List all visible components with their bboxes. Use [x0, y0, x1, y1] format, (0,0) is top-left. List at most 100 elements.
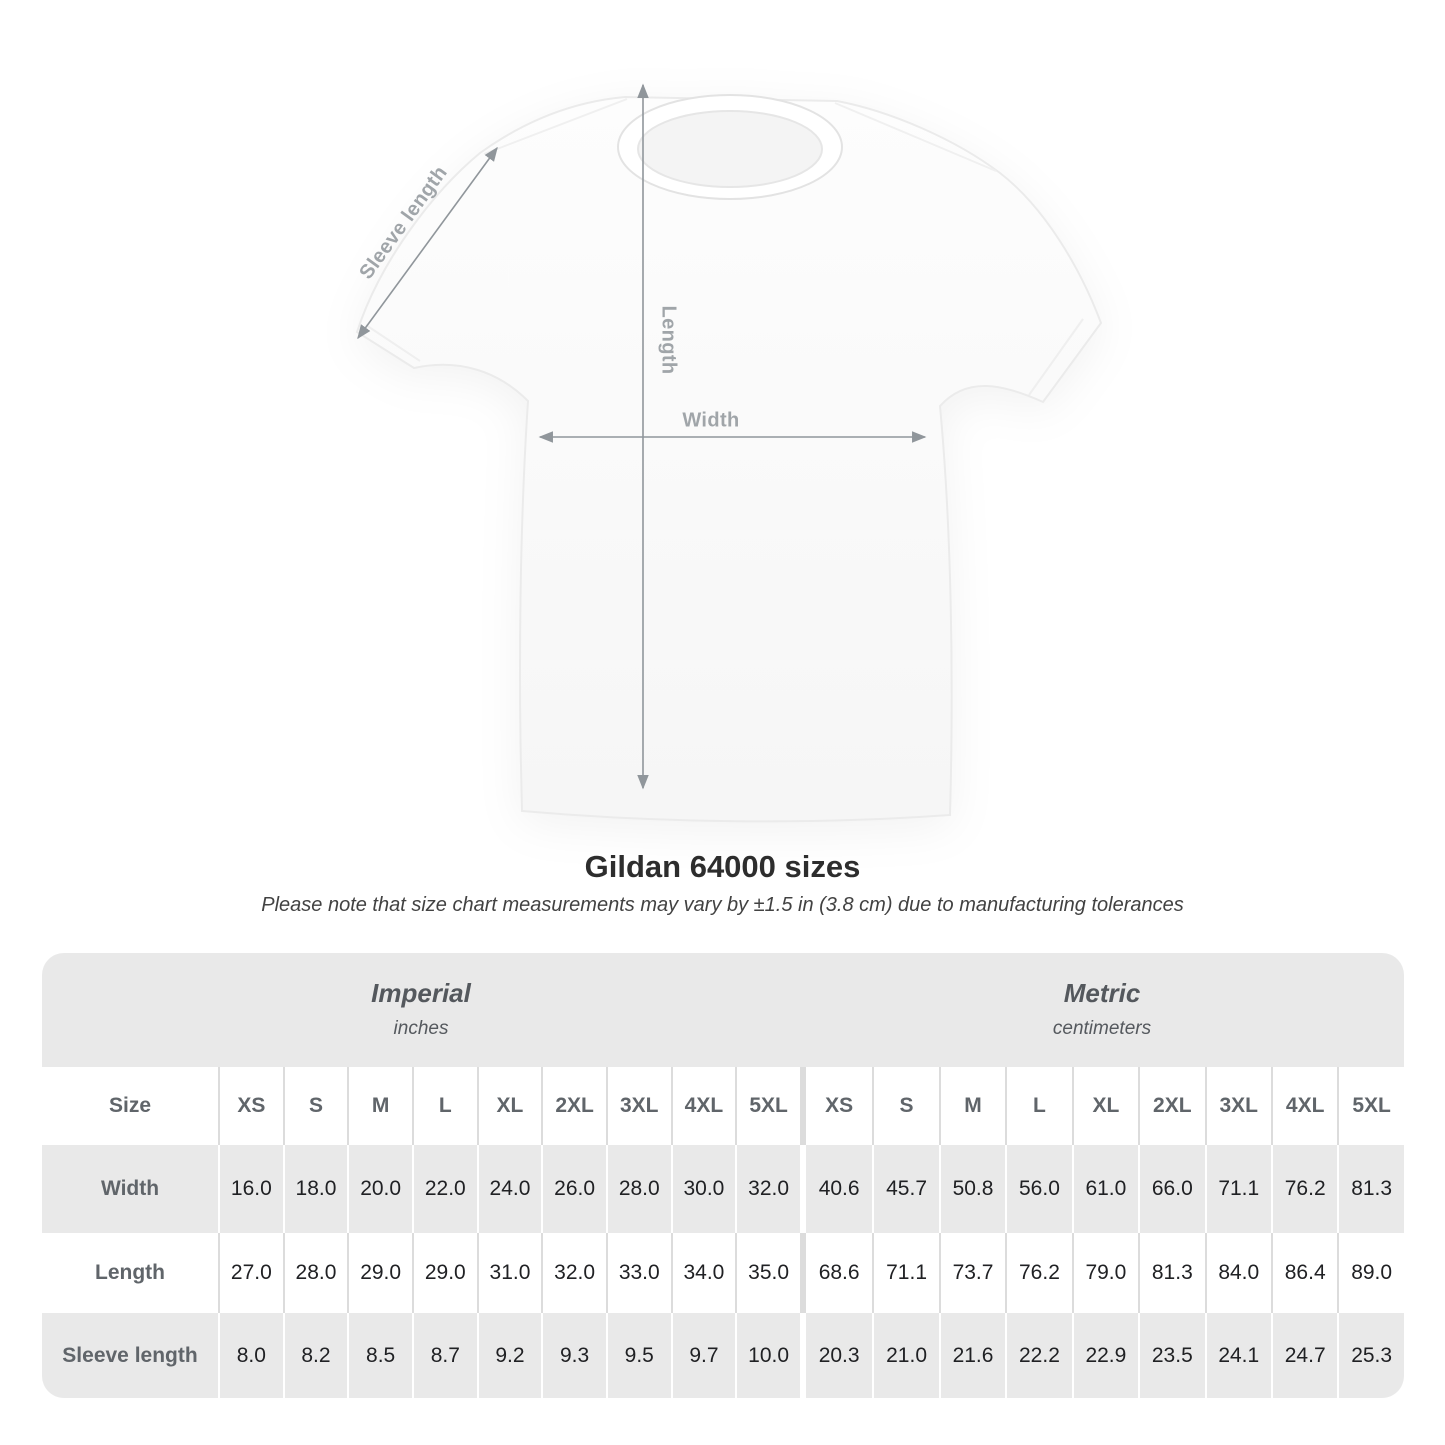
size-col-header-metric: 2XL — [1138, 1067, 1204, 1145]
measurement-cell: 20.3 — [818, 1343, 860, 1367]
measurement-cell: 28.0 — [605, 1145, 671, 1233]
measurement-cell: 8.5 — [347, 1313, 412, 1398]
measurement-cell: 68.6 — [818, 1261, 860, 1284]
measurement-cell: 8.7 — [411, 1313, 477, 1398]
size-col-header-imperial: S — [282, 1067, 348, 1145]
measurement-cell: 8.2 — [282, 1313, 348, 1398]
measurement-cell: 35.0 — [735, 1233, 800, 1313]
measurement-cell: 71.1 — [1204, 1145, 1271, 1233]
size-col-header-imperial: L — [411, 1067, 477, 1145]
measurement-cell: 25.3 — [1337, 1313, 1403, 1398]
measurement-cell: 71.1 — [872, 1233, 938, 1313]
measurement-row-width: Width 16.0 18.0 20.0 22.0 24.0 26.0 28.0 30.0 32.… — [42, 1145, 1404, 1233]
measurement-cell: 86.4 — [1270, 1233, 1337, 1313]
row-label: Sleeve length — [62, 1343, 198, 1367]
size-col-header-imperial: M — [347, 1067, 412, 1145]
size-col-header-imperial: 2XL — [541, 1067, 606, 1145]
measurement-row-sleeve-length: Sleeve length 8.0 8.2 8.5 8.7 9.2 9.3 9.5 9.7 10.… — [42, 1313, 1404, 1398]
length-label: Length — [657, 305, 680, 375]
measurement-cell: 40.6 — [818, 1177, 860, 1200]
size-col-header-metric: S — [872, 1067, 938, 1145]
measurement-cell: 89.0 — [1337, 1233, 1403, 1313]
size-col-header-imperial: XS — [218, 1067, 283, 1145]
tshirt-measurement-diagram: Sleeve length Length Width — [330, 55, 1120, 845]
measurement-cell: 21.6 — [938, 1313, 1005, 1398]
measurement-cell: 66.0 — [1138, 1145, 1204, 1233]
shoulder-seam-right — [834, 102, 997, 172]
metric-title: Metric — [1063, 978, 1141, 1008]
measurement-cell: 9.2 — [476, 1313, 542, 1398]
measurement-row-length: Length 27.0 28.0 29.0 29.0 31.0 32.0 33.0 34.0 35… — [42, 1233, 1404, 1313]
section-divider — [799, 1313, 806, 1398]
measurement-cell: 76.2 — [1005, 1233, 1071, 1313]
measurement-cell: 22.2 — [1005, 1313, 1071, 1398]
tshirt-body-shape — [355, 95, 1103, 823]
measurement-cell: 9.7 — [670, 1313, 736, 1398]
measurement-cell: 30.0 — [670, 1145, 736, 1233]
measurement-cell: 29.0 — [347, 1233, 412, 1313]
measurement-cell: 81.3 — [1138, 1233, 1204, 1313]
measurement-cell: 79.0 — [1071, 1233, 1138, 1313]
row-label: Width — [100, 1177, 160, 1200]
measurement-cell: 32.0 — [541, 1233, 606, 1313]
size-col-header-metric: XS — [825, 1094, 854, 1117]
tolerance-note: Please note that size chart measurements… — [261, 894, 1184, 916]
size-col-header-metric: 3XL — [1204, 1067, 1271, 1145]
collar-inner — [637, 110, 823, 188]
measurement-cell: 22.0 — [411, 1145, 477, 1233]
sleeve-length-arrow — [357, 146, 498, 340]
measurement-cell: 28.0 — [282, 1233, 348, 1313]
shoulder-seam-left — [483, 98, 628, 155]
measurement-cell: 21.0 — [872, 1313, 938, 1398]
size-col-header-metric: XL — [1071, 1067, 1138, 1145]
measurement-cell: 61.0 — [1071, 1145, 1138, 1233]
measurement-cell: 50.8 — [938, 1145, 1005, 1233]
measurement-cell: 27.0 — [218, 1233, 283, 1313]
measurement-cell: 18.0 — [282, 1145, 348, 1233]
measurement-cell: 24.1 — [1204, 1313, 1271, 1398]
size-col-header-imperial: 3XL — [605, 1067, 671, 1145]
measurement-cell: 23.5 — [1138, 1313, 1204, 1398]
measurement-cell: 81.3 — [1337, 1145, 1403, 1233]
measurement-cell: 16.0 — [218, 1145, 283, 1233]
measurement-cell: 34.0 — [670, 1233, 736, 1313]
size-header-row: Size XS S M L XL 2XL 3XL 4XL 5XL XS S M L XL 2XL 3XL 4XL 5… — [42, 1067, 1404, 1145]
metric-section-header: Metric centimeters — [800, 953, 1404, 1040]
size-col-header-imperial: 5XL — [735, 1067, 800, 1145]
measurement-cell: 31.0 — [476, 1233, 542, 1313]
measurement-cell: 24.0 — [476, 1145, 542, 1233]
measurement-cell: 9.3 — [541, 1313, 606, 1398]
measurement-cell: 56.0 — [1005, 1145, 1071, 1233]
measurement-cell: 8.0 — [218, 1313, 283, 1398]
section-divider — [799, 1067, 806, 1145]
page-title: Gildan 64000 sizes — [584, 849, 861, 884]
measurement-cell: 76.2 — [1270, 1145, 1337, 1233]
measurement-cell: 26.0 — [541, 1145, 606, 1233]
tshirt-photo — [355, 83, 1103, 823]
size-col-header-metric: L — [1005, 1067, 1071, 1145]
section-divider — [799, 1145, 806, 1233]
unit-header-band: Imperial inches Metric centimeters — [42, 953, 1404, 1067]
measurement-cell: 45.7 — [872, 1145, 938, 1233]
size-col-header-metric: 5XL — [1337, 1067, 1403, 1145]
imperial-title: Imperial — [371, 978, 471, 1008]
measurement-cell: 22.9 — [1071, 1313, 1138, 1398]
row-label: Length — [95, 1261, 165, 1284]
measurement-cell: 20.0 — [347, 1145, 412, 1233]
measurement-cell: 33.0 — [605, 1233, 671, 1313]
imperial-section-header: Imperial inches — [42, 953, 800, 1040]
measurement-cell: 29.0 — [411, 1233, 477, 1313]
size-table-rows: Size XS S M L XL 2XL 3XL 4XL 5XL XS S M L XL 2XL 3XL 4XL 5… — [42, 1067, 1404, 1398]
imperial-subtitle: inches — [393, 1018, 449, 1039]
measurement-cell: 84.0 — [1204, 1233, 1271, 1313]
measurement-cell: 10.0 — [735, 1313, 800, 1398]
section-divider — [799, 1233, 806, 1313]
measurement-cell: 9.5 — [605, 1313, 671, 1398]
metric-subtitle: centimeters — [1052, 1018, 1152, 1039]
size-col-header-imperial: 4XL — [670, 1067, 736, 1145]
measurement-cell: 73.7 — [938, 1233, 1005, 1313]
size-col-header-imperial: XL — [476, 1067, 542, 1145]
width-label: Width — [682, 409, 740, 432]
size-col-header-metric: M — [938, 1067, 1005, 1145]
measurement-cell: 24.7 — [1270, 1313, 1337, 1398]
